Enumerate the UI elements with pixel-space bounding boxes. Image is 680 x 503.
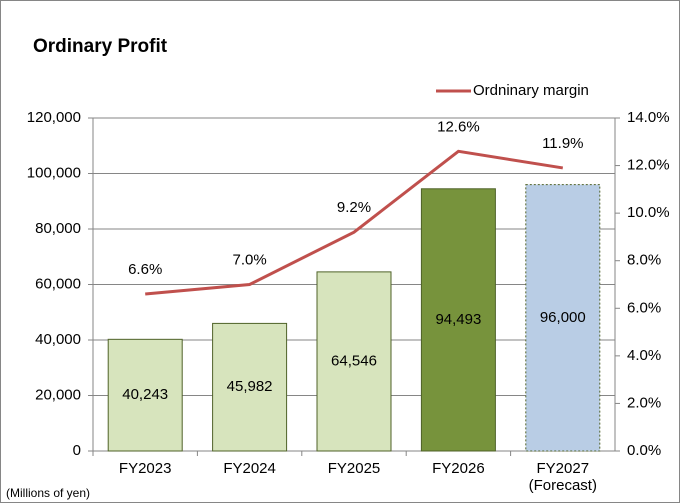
bar bbox=[107, 338, 183, 452]
bar-value-label: 96,000 bbox=[540, 309, 586, 326]
y2-tick-label: 12.0% bbox=[627, 157, 670, 174]
bar bbox=[420, 188, 496, 452]
y-tick-label: 20,000 bbox=[35, 386, 81, 403]
x-tick-label: FY2027 (Forecast) bbox=[529, 460, 597, 494]
y-tick-label: 80,000 bbox=[35, 220, 81, 237]
x-tick-label: FY2023 bbox=[119, 460, 172, 477]
x-tick-label: FY2026 bbox=[432, 460, 485, 477]
line bbox=[145, 149, 564, 296]
bar-value-label: 64,546 bbox=[331, 352, 377, 369]
y-tick-label: 40,000 bbox=[35, 331, 81, 348]
bar bbox=[212, 322, 288, 452]
line-value-label: 6.6% bbox=[128, 261, 162, 278]
y2-tick-label: 4.0% bbox=[627, 347, 661, 364]
chart-title: Ordinary Profit bbox=[33, 36, 168, 57]
line-value-label: 11.9% bbox=[542, 135, 583, 152]
line-value-label: 7.0% bbox=[232, 251, 266, 268]
y2-tick-label: 14.0% bbox=[627, 109, 670, 126]
y-tick-label: 0 bbox=[73, 442, 81, 459]
y2-tick-label: 8.0% bbox=[627, 252, 661, 269]
legend-label: Ordninary margin bbox=[473, 82, 589, 99]
y2-tick-label: 6.0% bbox=[627, 299, 661, 316]
y-tick-label: 60,000 bbox=[35, 275, 81, 292]
line-value-label: 12.6% bbox=[437, 118, 480, 135]
footnote: (Millions of yen) bbox=[6, 486, 90, 500]
y2-tick-label: 10.0% bbox=[627, 204, 670, 221]
bar bbox=[316, 271, 392, 452]
y-tick-label: 100,000 bbox=[27, 164, 81, 181]
line-value-label: 9.2% bbox=[337, 199, 371, 216]
y-tick-label: 120,000 bbox=[27, 109, 81, 126]
y2-tick-label: 0.0% bbox=[627, 442, 661, 459]
bar-value-label: 94,493 bbox=[435, 311, 481, 328]
x-tick-label: FY2024 bbox=[223, 460, 276, 477]
bar-value-label: 40,243 bbox=[122, 386, 168, 403]
y2-tick-label: 2.0% bbox=[627, 394, 661, 411]
x-tick-label: FY2025 bbox=[328, 460, 381, 477]
bar bbox=[525, 184, 601, 452]
bar-value-label: 45,982 bbox=[227, 378, 273, 395]
